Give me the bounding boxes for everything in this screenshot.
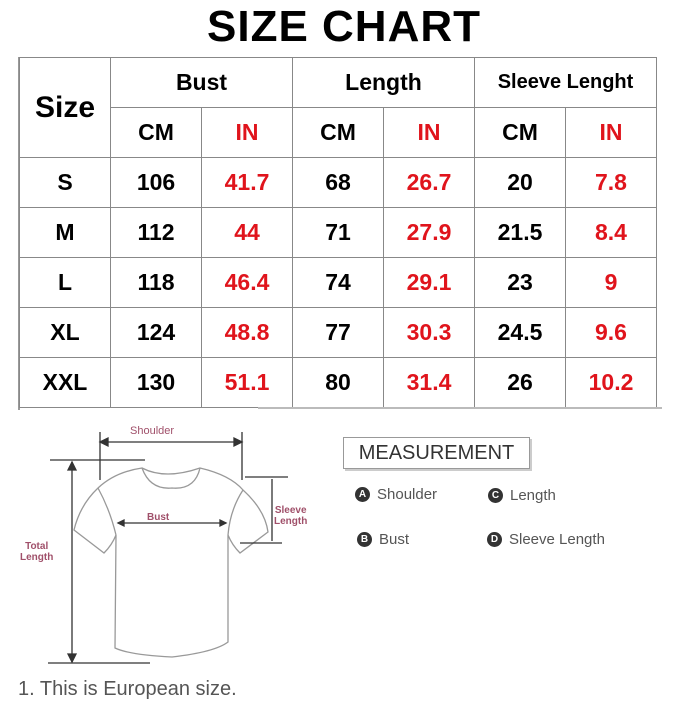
unit-header: CM — [110, 107, 202, 158]
tshirt-outline — [73, 467, 269, 658]
legend-item: C Length — [488, 487, 556, 504]
value-cell: 24.5 — [474, 307, 566, 358]
value-cell: 26.7 — [383, 157, 475, 208]
value-cell: 41.7 — [201, 157, 293, 208]
value-cell: 31.4 — [383, 357, 475, 408]
letter-c-icon: C — [488, 488, 503, 503]
value-cell: 8.4 — [565, 207, 657, 258]
value-cell: 74 — [292, 257, 384, 308]
value-cell: 48.8 — [201, 307, 293, 358]
shoulder-label: Shoulder — [130, 425, 175, 437]
size-cell: XXL — [19, 357, 111, 408]
value-cell: 77 — [292, 307, 384, 358]
value-cell: 9 — [565, 257, 657, 308]
group-header: Bust — [110, 57, 293, 108]
value-cell: 30.3 — [383, 307, 475, 358]
value-cell: 44 — [201, 207, 293, 258]
unit-header: IN — [565, 107, 657, 158]
value-cell: 20 — [474, 157, 566, 208]
value-cell: 71 — [292, 207, 384, 258]
size-cell: XL — [19, 307, 111, 358]
unit-header: IN — [201, 107, 293, 158]
unit-header: CM — [474, 107, 566, 158]
value-cell: 23 — [474, 257, 566, 308]
page-title: SIZE CHART — [207, 2, 481, 51]
value-cell: 7.8 — [565, 157, 657, 208]
letter-d-icon: D — [487, 532, 502, 547]
table-row: XXL 130 51.1 80 31.4 26 10.2 — [19, 357, 657, 408]
letter-b-icon: B — [357, 532, 372, 547]
size-cell: S — [19, 157, 111, 208]
value-cell: 10.2 — [565, 357, 657, 408]
measurement-title: MEASUREMENT — [343, 437, 530, 469]
letter-a-icon: A — [355, 487, 370, 502]
value-cell: 21.5 — [474, 207, 566, 258]
size-note: 1. This is European size. — [18, 678, 237, 700]
size-table: Size Bust Length Sleeve Lenght CM IN CM IN C… — [19, 57, 657, 408]
value-cell: 118 — [110, 257, 202, 308]
table-bottom-border — [258, 407, 662, 409]
value-cell: 29.1 — [383, 257, 475, 308]
unit-header: IN — [383, 107, 475, 158]
value-cell: 68 — [292, 157, 384, 208]
unit-header: CM — [292, 107, 384, 158]
value-cell: 80 — [292, 357, 384, 408]
legend-item: D Sleeve Length — [487, 531, 605, 548]
value-cell: 26 — [474, 357, 566, 408]
value-cell: 112 — [110, 207, 202, 258]
bust-label: Bust — [147, 512, 170, 523]
group-header: Length — [292, 57, 475, 108]
group-header: Sleeve Lenght — [474, 57, 657, 108]
value-cell: 27.9 — [383, 207, 475, 258]
value-cell: 130 — [110, 357, 202, 408]
size-cell: L — [19, 257, 111, 308]
legend-item: A Shoulder — [355, 486, 437, 503]
sleeve-label: Length — [274, 516, 308, 527]
table-row: XL 124 48.8 77 30.3 24.5 9.6 — [19, 307, 657, 358]
legend-item: B Bust — [357, 531, 409, 548]
size-cell: M — [19, 207, 111, 258]
value-cell: 51.1 — [201, 357, 293, 408]
value-cell: 106 — [110, 157, 202, 208]
table-row: M 112 44 71 27.9 21.5 8.4 — [19, 207, 657, 258]
value-cell: 124 — [110, 307, 202, 358]
total-length-label: Total — [25, 541, 49, 552]
value-cell: 46.4 — [201, 257, 293, 308]
size-header: Size — [19, 57, 111, 158]
sleeve-label: Sleeve — [274, 505, 307, 516]
total-length-label: Length — [20, 552, 54, 563]
table-row: S 106 41.7 68 26.7 20 7.8 — [19, 157, 657, 208]
table-row: L 118 46.4 74 29.1 23 9 — [19, 257, 657, 308]
value-cell: 9.6 — [565, 307, 657, 358]
tshirt-diagram — [48, 432, 288, 664]
